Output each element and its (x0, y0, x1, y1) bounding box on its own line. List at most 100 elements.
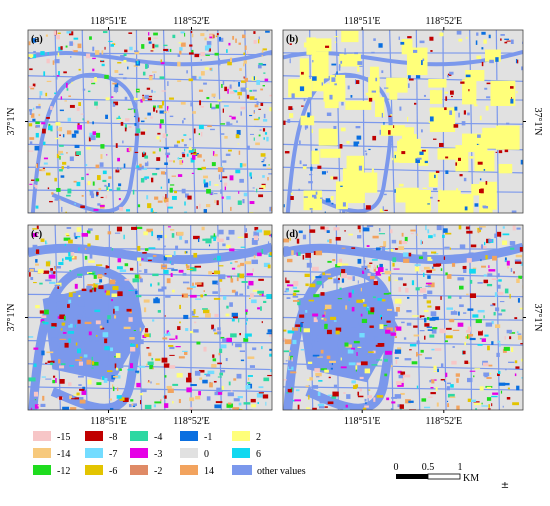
pixel-patch (459, 296, 461, 299)
pixel-patch (408, 83, 410, 88)
pixel-patch (487, 83, 491, 85)
pixel-patch (321, 318, 323, 320)
pixel-patch (495, 307, 499, 311)
legend-swatch (180, 465, 198, 475)
pixel-patch (308, 181, 313, 183)
pixel-patch (290, 196, 294, 200)
pixel-patch (135, 275, 139, 279)
longitude-label: 118°51'E (90, 16, 127, 27)
pixel-patch (145, 405, 152, 409)
yellow-block (320, 149, 340, 158)
pixel-patch (445, 96, 447, 101)
pixel-patch (49, 201, 53, 202)
pixel-patch (366, 205, 371, 209)
pixel-patch (197, 154, 202, 157)
pixel-patch (310, 167, 312, 171)
pixel-patch (135, 134, 139, 136)
pixel-patch (256, 230, 262, 233)
pixel-patch (356, 363, 360, 366)
pixel-patch (322, 82, 323, 85)
pixel-patch (253, 90, 257, 92)
pixel-patch (420, 315, 424, 317)
pixel-patch (205, 55, 209, 56)
pixel-patch (370, 307, 374, 312)
pixel-patch (313, 355, 320, 357)
pixel-patch (462, 121, 466, 125)
pixel-patch (407, 36, 411, 38)
pixel-patch (451, 361, 456, 365)
pixel-patch (47, 81, 52, 82)
pixel-patch (59, 396, 62, 399)
pixel-patch (434, 175, 436, 178)
pixel-patch (82, 289, 87, 291)
pixel-patch (239, 96, 240, 99)
pixel-patch (166, 202, 168, 207)
pixel-patch (58, 262, 63, 265)
pixel-patch (237, 374, 242, 379)
pixel-patch (171, 273, 173, 277)
pixel-patch (351, 247, 355, 249)
pixel-patch (252, 347, 256, 350)
pixel-patch (259, 386, 264, 388)
pixel-patch (106, 195, 108, 198)
pixel-patch (395, 299, 402, 304)
pixel-patch (98, 285, 103, 289)
pixel-patch (92, 367, 94, 368)
pixel-patch (344, 343, 348, 347)
pixel-patch (202, 227, 205, 231)
pixel-patch (433, 139, 436, 140)
yellow-block (381, 125, 405, 136)
pixel-patch (98, 275, 103, 277)
pixel-patch (59, 127, 62, 131)
pixel-patch (497, 285, 500, 289)
pixel-patch (258, 39, 259, 43)
pixel-patch (265, 402, 266, 406)
pixel-patch (77, 108, 80, 112)
pixel-patch (125, 97, 128, 101)
pixel-patch (352, 374, 354, 378)
pixel-patch (488, 265, 489, 268)
pixel-patch (204, 290, 205, 292)
pixel-patch (95, 283, 101, 284)
pixel-patch (346, 141, 349, 144)
pixel-patch (167, 386, 172, 389)
pixel-patch (78, 102, 81, 106)
pixel-patch (232, 319, 235, 322)
pixel-patch (355, 365, 357, 369)
pixel-patch (401, 151, 405, 154)
pixel-patch (419, 152, 423, 155)
pixel-patch (86, 147, 91, 149)
pixel-patch (30, 400, 36, 403)
pixel-patch (232, 343, 233, 346)
pixel-patch (505, 92, 506, 96)
pixel-patch (328, 401, 334, 404)
pixel-patch (433, 234, 435, 237)
longitude-label: 118°51'E (344, 16, 381, 27)
pixel-patch (283, 121, 285, 125)
pixel-patch (117, 227, 122, 232)
pixel-patch (250, 365, 255, 368)
pixel-patch (269, 107, 273, 111)
panel-label: (c) (31, 229, 42, 240)
pixel-patch (67, 130, 71, 134)
pixel-patch (230, 84, 232, 88)
pixel-patch (240, 350, 245, 352)
pixel-patch (480, 259, 481, 261)
pixel-patch (65, 257, 69, 260)
pixel-patch (480, 338, 482, 339)
pixel-patch (255, 143, 260, 146)
pixel-patch (144, 307, 146, 312)
pixel-patch (152, 368, 153, 370)
pixel-patch (376, 359, 382, 360)
pixel-patch (251, 404, 256, 407)
pixel-patch (417, 158, 422, 160)
pixel-patch (149, 76, 153, 80)
pixel-patch (229, 408, 231, 412)
pixel-patch (240, 107, 245, 110)
pixel-patch (343, 334, 349, 338)
pixel-patch (505, 336, 506, 339)
pixel-patch (28, 54, 33, 57)
pixel-patch (265, 132, 267, 135)
pixel-patch (300, 86, 304, 91)
pixel-patch (396, 307, 400, 312)
